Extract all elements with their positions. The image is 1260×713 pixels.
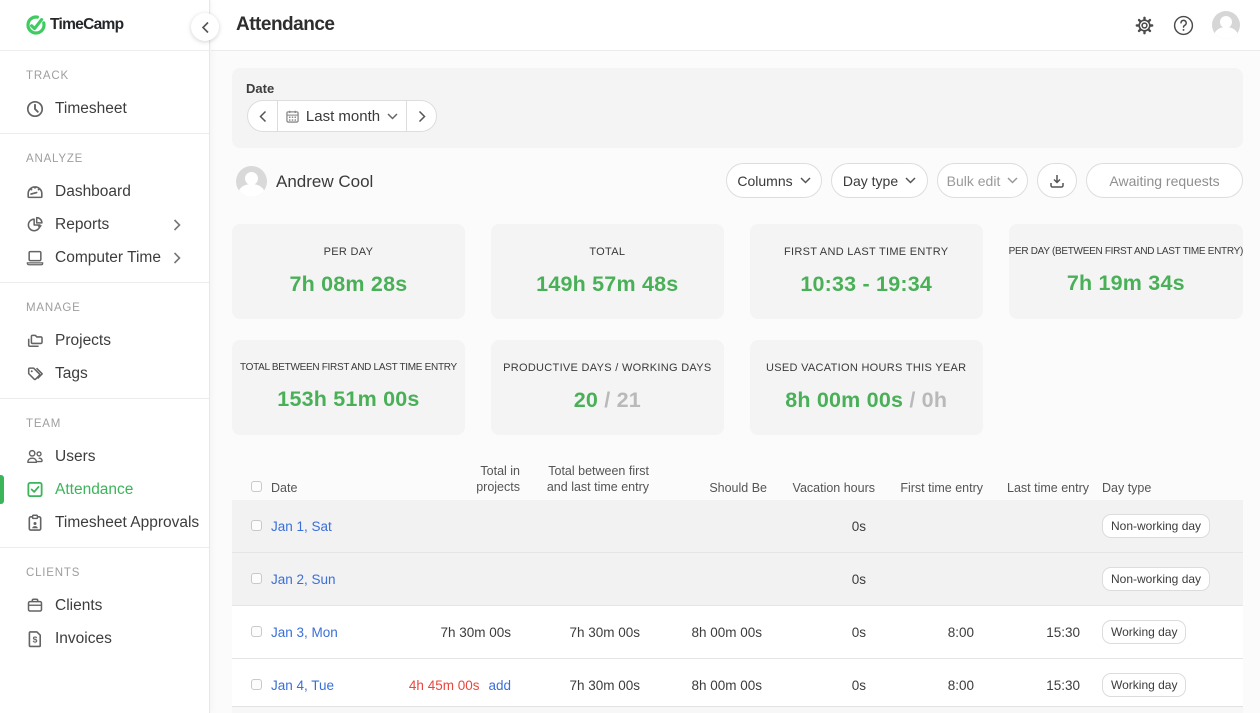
svg-text:$: $ bbox=[33, 634, 38, 644]
